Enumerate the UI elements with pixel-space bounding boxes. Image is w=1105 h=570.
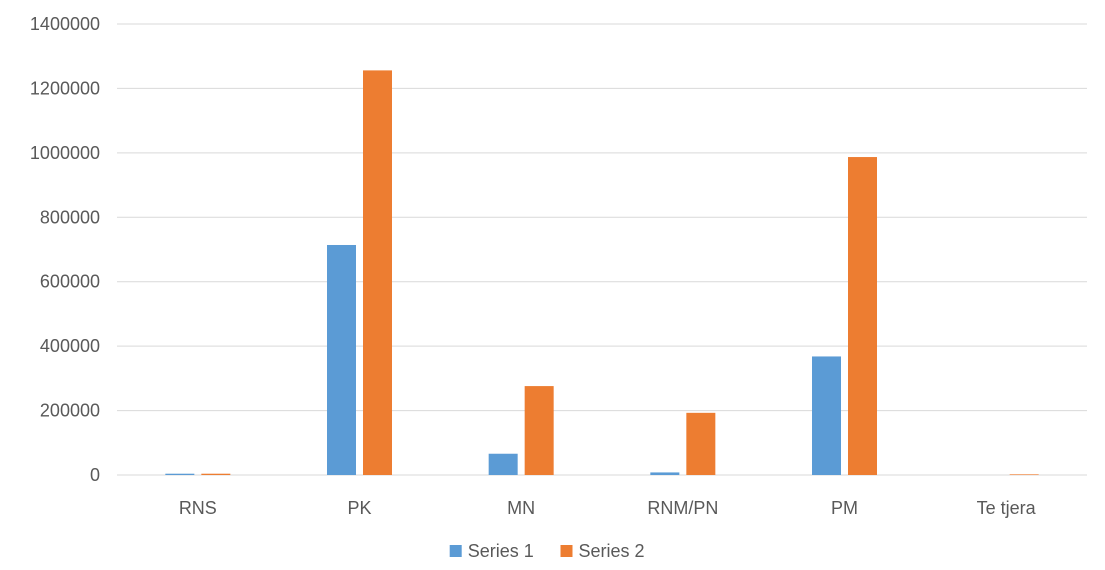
y-axis-tick-labels: 0 200000 400000 600000 800000 1000000 1200000 1… (30, 14, 100, 485)
y-tick-label: 800000 (40, 207, 100, 227)
y-tick-label: 600000 (40, 272, 100, 292)
x-tick-label: RNM/PN (647, 498, 718, 518)
bar-series-1-rns (165, 473, 195, 475)
bar-series-2-rnm-pn (686, 412, 716, 475)
bar-series-2-pk (363, 70, 392, 475)
legend-label: Series 1 (468, 541, 534, 561)
x-tick-label: Te tjera (977, 498, 1037, 518)
bar-series-2-mn (524, 386, 554, 475)
bar-series-1-rnm-pn (650, 472, 680, 475)
y-tick-label: 400000 (40, 336, 100, 356)
legend-item-series-2: Series 2 (560, 541, 645, 561)
x-tick-label: PM (831, 498, 858, 518)
bar-series-2-rns (201, 473, 231, 475)
y-tick-label: 200000 (40, 401, 100, 421)
x-tick-label: PK (347, 498, 371, 518)
legend-label: Series 2 (579, 541, 645, 561)
y-tick-label: 1000000 (30, 143, 100, 163)
bar-series-1-mn (488, 453, 518, 475)
legend-swatch (449, 545, 462, 557)
x-axis-tick-labels: RNS PK MN RNM/PN PM Te tjera (179, 498, 1037, 518)
legend: Series 1 Series 2 (449, 541, 645, 561)
y-tick-label: 0 (90, 465, 100, 485)
x-tick-label: MN (507, 498, 535, 518)
x-tick-label: RNS (179, 498, 217, 518)
y-tick-label: 1400000 (30, 14, 100, 34)
y-tick-label: 1200000 (30, 78, 100, 98)
legend-swatch (560, 545, 573, 557)
legend-item-series-1: Series 1 (449, 541, 534, 561)
bar-series-1-pk (327, 244, 356, 475)
gridlines (117, 23, 1087, 476)
bar-series-1-pm (812, 356, 841, 475)
bars (165, 70, 1039, 476)
bar-series-2-te-tjera (1009, 474, 1039, 475)
bar-series-2-pm (848, 157, 877, 476)
